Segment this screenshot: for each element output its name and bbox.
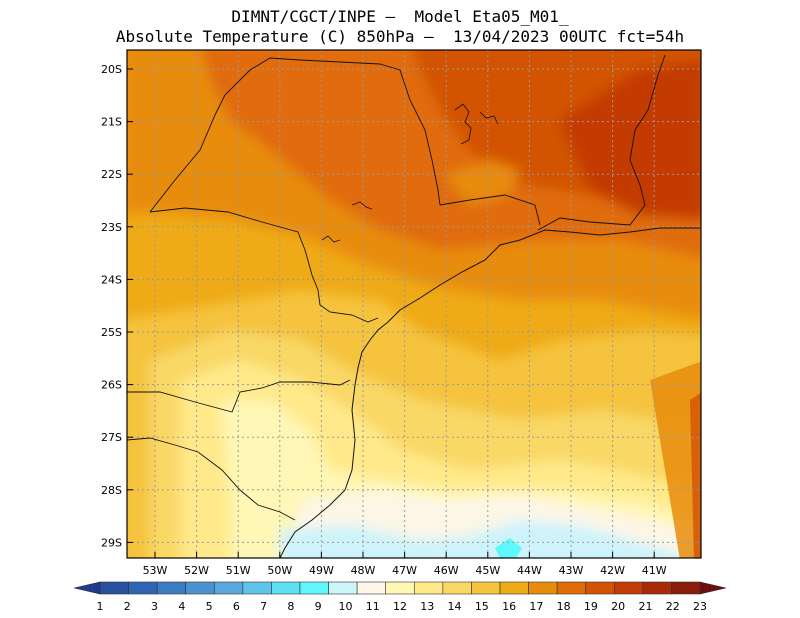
state-boundaries: [127, 54, 666, 521]
colorbar-label: 18: [557, 600, 571, 613]
coastline: [279, 227, 700, 558]
lat-tick-label: 29S: [101, 536, 122, 549]
lon-tick-label: 51W: [226, 564, 251, 577]
colorbar-label: 7: [260, 600, 267, 613]
colorbar-label: 23: [693, 600, 707, 613]
colorbar-left-arrow: [73, 581, 101, 595]
colorbar-label: 20: [611, 600, 625, 613]
colorbar-segment: [156, 581, 187, 595]
lat-tick-label: 22S: [101, 168, 122, 181]
lon-tick-label: 41W: [642, 564, 667, 577]
colorbar-segment: [271, 581, 301, 595]
colorbar-segment: [471, 581, 501, 595]
latitude-ticks: 20S 21S 22S 23S 24S 25S 26S 27S 28S 29S: [101, 63, 133, 549]
colorbar-segment: [213, 581, 244, 595]
colorbar-label: 19: [584, 600, 598, 613]
colorbar-label: 11: [366, 600, 380, 613]
colorbar-segment: [613, 581, 644, 595]
colorbar-label: 22: [666, 600, 680, 613]
colorbar-label: 9: [315, 600, 322, 613]
colorbar-segment: [356, 581, 387, 595]
lon-tick-label: 44W: [517, 564, 542, 577]
lon-tick-label: 47W: [392, 564, 417, 577]
temperature-field: [127, 50, 701, 558]
lon-tick-label: 49W: [309, 564, 334, 577]
colorbar-label: 8: [287, 600, 294, 613]
lon-tick-label: 53W: [143, 564, 168, 577]
lon-tick-label: 43W: [559, 564, 584, 577]
colorbar-label: 15: [475, 600, 489, 613]
lat-lon-grid: [127, 50, 701, 558]
colorbar-right-arrow: [699, 581, 727, 595]
lat-tick-label: 21S: [101, 116, 122, 129]
lat-tick-label: 25S: [101, 326, 122, 339]
reservoirs: [321, 103, 499, 243]
lon-tick-label: 46W: [434, 564, 459, 577]
longitude-ticks: 53W 52W 51W 50W 49W 48W 47W 46W 45W 44W 43W 42W 41W: [143, 552, 667, 577]
colorbar-segment: [671, 581, 701, 595]
colorbar-segment: [499, 581, 529, 595]
colorbar-label: 16: [502, 600, 516, 613]
colorbar-segment: [99, 581, 129, 595]
lon-tick-label: 42W: [600, 564, 625, 577]
lat-tick-label: 28S: [101, 484, 122, 497]
colorbar-label: 13: [420, 600, 434, 613]
map-title-line1: DIMNT/CGCT/INPE — Model Eta05_M01_: [231, 7, 569, 26]
colorbar-label: 1: [97, 600, 104, 613]
lon-tick-label: 45W: [475, 564, 500, 577]
colorbar-label: 2: [124, 600, 131, 613]
lon-tick-label: 52W: [184, 564, 209, 577]
colorbar-label: 14: [448, 600, 462, 613]
colorbar-label: 4: [178, 600, 185, 613]
colorbar-label: 10: [338, 600, 352, 613]
colorbar-label: 17: [529, 600, 543, 613]
lat-tick-label: 26S: [101, 379, 122, 392]
colorbar-label: 5: [206, 600, 213, 613]
lat-tick-label: 27S: [101, 431, 122, 444]
colorbar-label: 6: [233, 600, 240, 613]
lon-tick-label: 50W: [267, 564, 292, 577]
map-title-line2: Absolute Temperature (C) 850hPa — 13/04/…: [115, 27, 685, 46]
lon-tick-label: 48W: [351, 564, 376, 577]
colorbar-segment: [413, 581, 444, 595]
colorbar-segment: [328, 581, 358, 595]
colorbar-segment: [642, 581, 672, 595]
colorbar-segment: [185, 581, 215, 595]
colorbar-segment: [528, 581, 558, 595]
lat-tick-label: 23S: [101, 221, 122, 234]
colorbar-segment: [128, 581, 158, 595]
lat-tick-label: 20S: [101, 63, 122, 76]
colorbar-segment: [299, 581, 329, 595]
colorbar-label: 3: [151, 600, 158, 613]
colorbar-segment: [385, 581, 415, 595]
map-frame: [126, 49, 702, 559]
lat-tick-label: 24S: [101, 273, 122, 286]
colorbar-segment: [556, 581, 587, 595]
colorbar-label: 12: [393, 600, 407, 613]
colorbar-segment: [242, 581, 272, 595]
colorbar-label: 21: [638, 600, 652, 613]
colorbar-segment: [585, 581, 615, 595]
colorbar-segment: [442, 581, 472, 595]
colorbar: 1 2 3 4 5 6 7 8 9 10 11 12 13 14 15 16 17 18 19 20 21 22 23: [73, 581, 727, 613]
